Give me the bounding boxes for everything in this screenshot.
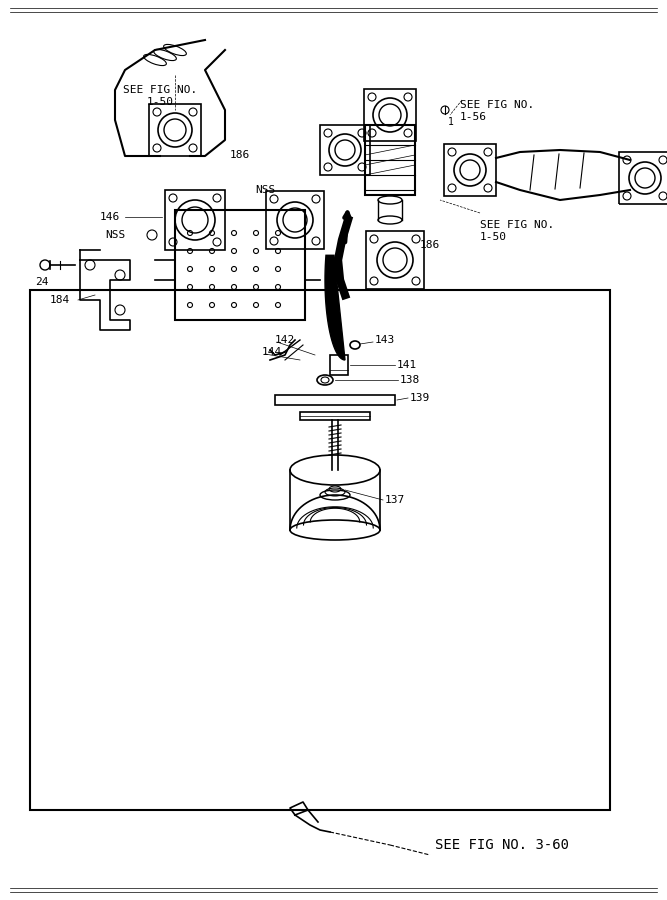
- Bar: [320, 125, 370, 175]
- Text: 141: 141: [397, 360, 418, 370]
- Text: 139: 139: [410, 393, 430, 403]
- Bar: [149, 104, 201, 156]
- Text: 24: 24: [35, 277, 49, 287]
- Bar: [619, 152, 667, 204]
- Text: 186: 186: [420, 240, 440, 250]
- Bar: [30, 290, 610, 810]
- Text: NSS: NSS: [105, 230, 125, 240]
- Text: 137: 137: [385, 495, 406, 505]
- Text: SEE FIG NO. 3-60: SEE FIG NO. 3-60: [435, 838, 569, 852]
- Text: NSS: NSS: [255, 185, 275, 195]
- Text: SEE FIG NO.
1-56: SEE FIG NO. 1-56: [460, 100, 534, 122]
- Text: 146: 146: [100, 212, 120, 222]
- Bar: [330, 355, 348, 375]
- Bar: [175, 210, 305, 320]
- Bar: [165, 190, 225, 250]
- Text: 138: 138: [400, 375, 420, 385]
- Text: 1: 1: [448, 117, 454, 127]
- Text: 186: 186: [230, 150, 250, 160]
- Bar: [266, 191, 324, 249]
- Bar: [300, 412, 370, 420]
- Text: 143: 143: [375, 335, 396, 345]
- Text: 144: 144: [262, 347, 282, 357]
- Bar: [444, 144, 496, 196]
- Polygon shape: [325, 256, 345, 360]
- Text: 184: 184: [50, 295, 70, 305]
- Text: SEE FIG NO.
1-50: SEE FIG NO. 1-50: [123, 85, 197, 106]
- Text: 142: 142: [275, 335, 295, 345]
- Bar: [364, 89, 416, 141]
- Bar: [366, 231, 424, 289]
- Bar: [275, 395, 395, 405]
- Text: SEE FIG NO.
1-50: SEE FIG NO. 1-50: [480, 220, 554, 241]
- Bar: [365, 125, 415, 195]
